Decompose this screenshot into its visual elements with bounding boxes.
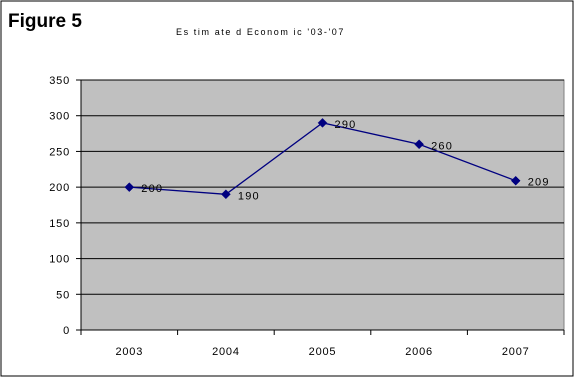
series-layer: 200 190 290 260 209 bbox=[124, 118, 550, 202]
data-point-2003 bbox=[124, 182, 135, 192]
x-tick-label: 2006 bbox=[405, 346, 433, 358]
chart-title: Es tim ate d Econom ic '03-'07 bbox=[176, 27, 345, 37]
y-tick-label: 250 bbox=[49, 146, 70, 158]
data-point-2004 bbox=[221, 189, 231, 200]
x-axis-ticks: 2003 2004 2005 2006 2007 bbox=[80, 330, 565, 358]
y-tick-label: 350 bbox=[49, 75, 70, 87]
y-tick-label: 50 bbox=[56, 289, 70, 301]
axes bbox=[80, 80, 564, 331]
data-point-2005 bbox=[317, 118, 328, 128]
data-label-2004: 190 bbox=[238, 190, 260, 202]
y-tick-label: 0 bbox=[63, 325, 70, 337]
y-tick-label: 100 bbox=[49, 254, 70, 266]
data-label-2005: 290 bbox=[335, 119, 357, 131]
x-tick-label: 2007 bbox=[502, 346, 530, 358]
data-label-2006: 260 bbox=[431, 140, 453, 152]
x-tick-label: 2003 bbox=[115, 346, 143, 358]
data-label-2007: 209 bbox=[528, 177, 550, 189]
data-point-2006 bbox=[414, 139, 424, 150]
figure-label: Figure 5 bbox=[8, 11, 82, 32]
x-tick-label: 2004 bbox=[212, 346, 240, 358]
data-label-2003: 200 bbox=[141, 183, 163, 195]
y-axis-ticks: 0 50 100 150 200 250 300 350 bbox=[49, 75, 81, 337]
x-tick-label: 2005 bbox=[309, 346, 337, 358]
plot-area bbox=[80, 79, 565, 331]
y-tick-label: 200 bbox=[49, 182, 70, 194]
y-tick-label: 150 bbox=[49, 218, 70, 230]
y-tick-label: 300 bbox=[49, 111, 70, 123]
data-point-2007 bbox=[510, 175, 521, 186]
gridlines bbox=[81, 79, 564, 295]
